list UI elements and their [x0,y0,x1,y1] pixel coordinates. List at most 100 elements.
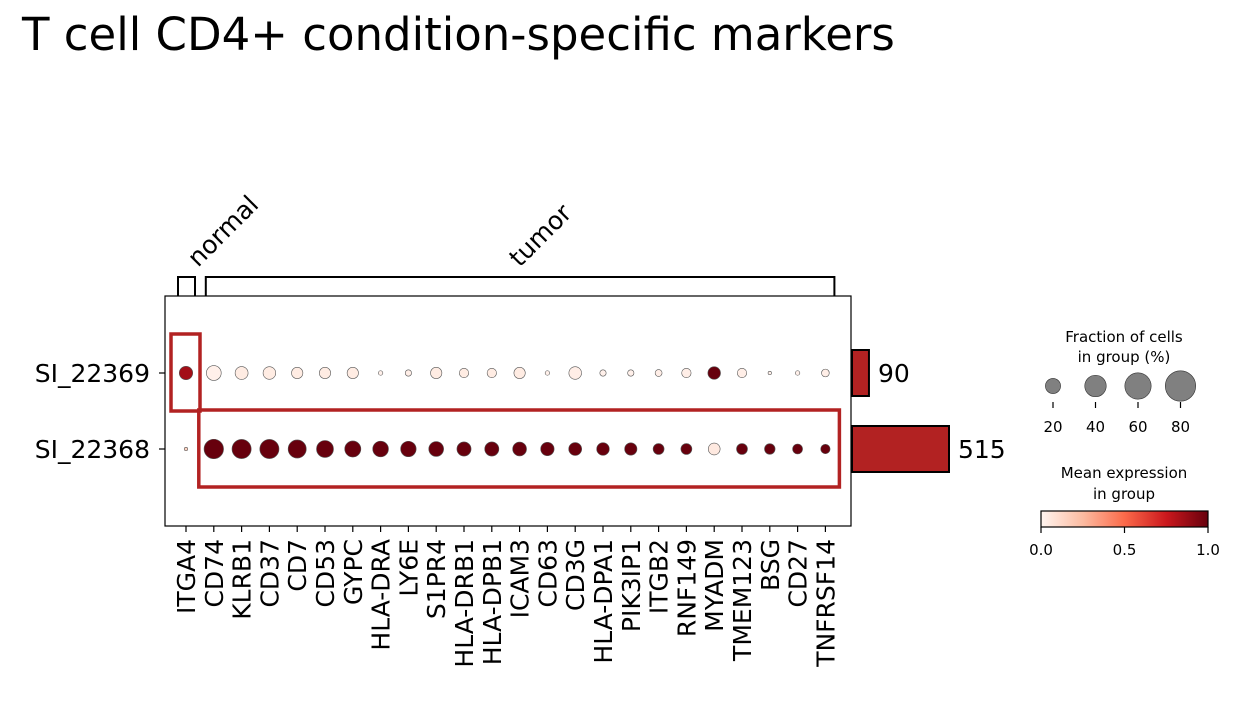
dot-SI_22369-HLA-DPB1 [486,368,497,378]
dot-SI_22368-CD74 [203,438,224,460]
dot-SI_22369-ITGA4 [178,365,194,381]
dot-SI_22369-CD7 [291,367,304,379]
x-tick-label-S1PR4: S1PR4 [422,539,451,619]
dot-SI_22368-CD37 [259,439,280,459]
count-label-SI_22368: 515 [958,435,1006,464]
dot-SI_22368-MYADM [707,442,721,456]
dot-SI_22369-S1PR4 [430,367,443,379]
size-legend-label-60: 60 [1128,418,1147,436]
size-legend-title-2: in group (%) [1078,348,1171,366]
chart-title: T cell CD4+ condition-specific markers [22,8,895,61]
colorbar-tick-label-2: 1.0 [1196,541,1220,559]
dot-SI_22369-HLA-DRA [378,370,384,376]
x-tick-label-CD7: CD7 [283,539,312,592]
dot-SI_22368-HLA-DPA1 [596,442,610,456]
dot-SI_22369-HLA-DPA1 [599,369,607,377]
dot-SI_22369-LY6E [404,369,412,377]
y-tick-label-1: SI_22368 [35,435,150,464]
colorbar-tick-label-1: 0.5 [1113,541,1137,559]
x-tick-label-CD63: CD63 [533,539,562,608]
x-tick-label-CD37: CD37 [255,539,284,608]
x-tick-label-LY6E: LY6E [394,539,423,597]
size-legend-dot-80 [1164,370,1197,402]
dot-SI_22369-TNFRSF14 [821,368,830,378]
dot-SI_22369-CD37 [262,366,277,380]
dot-SI_22369-CD3G [568,366,582,380]
dot-SI_22368-TMEM123 [736,443,748,455]
gene-group-bracket-1 [204,276,836,296]
dot-SI_22368-HLA-DRA [372,440,389,458]
x-tick-label-HLA-DRA: HLA-DRA [367,539,396,651]
dot-SI_22369-TMEM123 [737,368,747,378]
dot-SI_22369-CD53 [319,367,331,379]
dot-SI_22369-MYADM [707,366,721,380]
dot-SI_22369-PIK3IP1 [627,369,635,377]
x-tick-label-ICAM3: ICAM3 [506,539,535,618]
color-legend-title-1: Mean expression [1061,464,1188,482]
dot-SI_22368-CD53 [316,440,334,458]
x-tick-label-HLA-DPB1: HLA-DPB1 [478,539,507,665]
dot-SI_22368-CD3G [568,442,582,456]
dot-SI_22368-CD63 [540,441,555,457]
dot-SI_22368-KLRB1 [231,439,252,459]
gene-group-label-0: normal [182,190,264,272]
colorbar [1040,510,1209,528]
size-legend-title-1: Fraction of cells [1065,328,1183,346]
dot-SI_22368-ITGB2 [652,443,665,455]
x-tick-label-TMEM123: TMEM123 [728,539,757,662]
x-tick-label-PIK3IP1: PIK3IP1 [617,539,646,632]
size-legend-label-40: 40 [1086,418,1105,436]
gene-group-label-1: tumor [503,198,577,272]
count-bar-SI_22369 [851,349,870,397]
dot-SI_22368-ITGA4 [183,446,189,452]
dot-SI_22369-HLA-DRB1 [459,368,469,378]
y-tick-label-0: SI_22369 [35,359,150,388]
dot-SI_22368-GYPC [344,440,362,458]
count-label-SI_22369: 90 [878,359,910,388]
color-legend-title-2: in group [1093,485,1155,503]
x-tick-label-BSG: BSG [756,539,785,591]
dot-SI_22369-BSG [767,370,772,376]
size-legend-label-80: 80 [1171,418,1190,436]
x-tick-label-CD53: CD53 [311,539,340,608]
size-legend-dot-40 [1084,374,1107,398]
dot-SI_22368-BSG [764,443,776,455]
dot-SI_22369-RNF149 [681,368,692,378]
dot-SI_22369-ICAM3 [513,367,526,379]
dot-SI_22368-S1PR4 [428,441,444,457]
dot-SI_22369-CD63 [544,370,550,376]
dot-SI_22368-TNFRSF14 [820,444,831,454]
x-tick-label-CD74: CD74 [200,539,229,608]
colorbar-tick-label-0: 0.0 [1029,541,1053,559]
gene-group-bracket-0 [177,276,196,296]
x-tick-label-ITGB2: ITGB2 [645,539,674,614]
x-tick-label-CD3G: CD3G [561,539,590,611]
size-legend-dot-20 [1045,378,1061,394]
dot-SI_22368-RNF149 [680,443,693,455]
dot-SI_22368-CD27 [792,443,803,455]
highlight-box-0 [169,332,202,413]
dot-SI_22368-HLA-DPB1 [484,441,500,457]
count-bar-SI_22368 [851,425,950,473]
dot-SI_22369-KLRB1 [234,366,249,380]
x-tick-label-HLA-DPA1: HLA-DPA1 [589,539,618,664]
dot-SI_22368-HLA-DRB1 [456,441,472,457]
highlight-box-1 [197,408,842,489]
dot-SI_22369-GYPC [346,367,359,379]
x-tick-label-ITGA4: ITGA4 [172,539,201,614]
dot-SI_22369-CD27 [795,370,801,376]
size-legend-label-20: 20 [1043,418,1062,436]
x-tick-label-GYPC: GYPC [339,539,368,605]
x-tick-label-RNF149: RNF149 [672,539,701,637]
dot-SI_22369-ITGB2 [654,369,663,377]
x-tick-label-CD27: CD27 [784,539,813,608]
dot-SI_22369-CD74 [206,365,222,381]
plot-frame [164,295,852,527]
dot-SI_22368-PIK3IP1 [624,442,638,456]
x-tick-label-KLRB1: KLRB1 [228,539,257,620]
x-tick-label-TNFRSF14: TNFRSF14 [811,539,840,668]
dot-SI_22368-ICAM3 [512,441,527,457]
x-tick-label-MYADM: MYADM [700,539,729,632]
size-legend-dot-60 [1124,372,1152,400]
